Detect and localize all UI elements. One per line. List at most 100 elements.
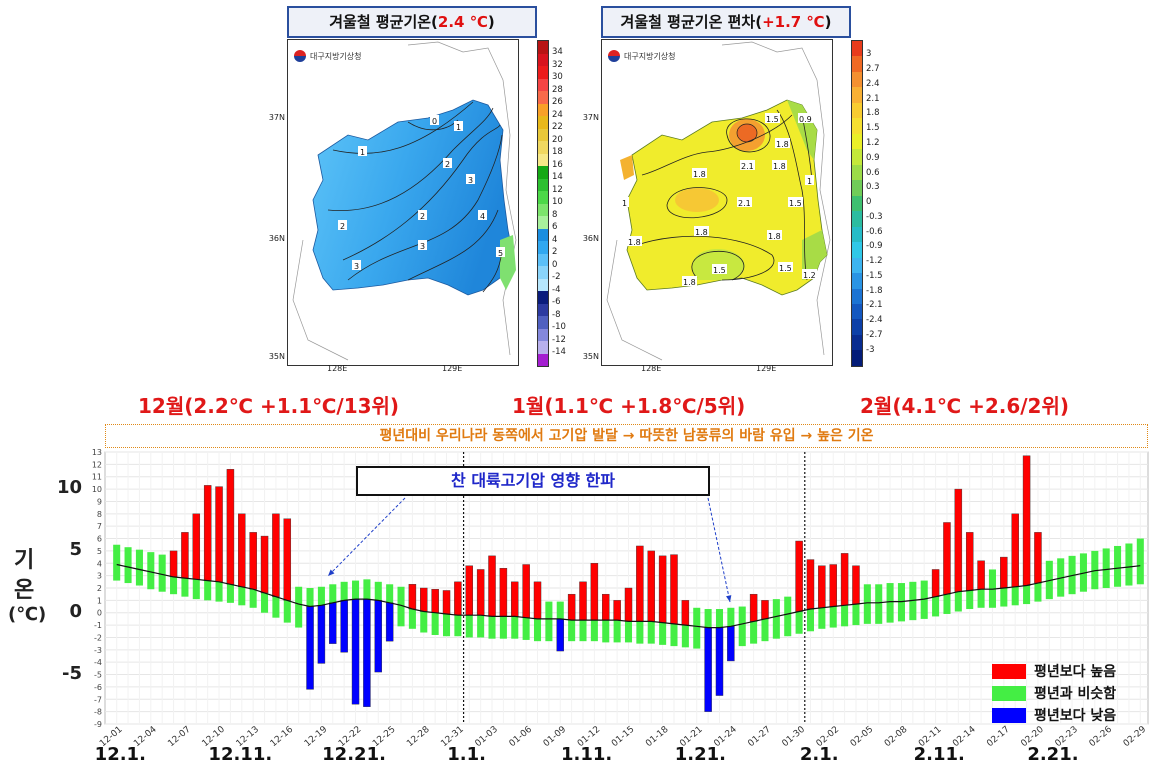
colorbar-label: -10: [552, 322, 566, 333]
y-minor-tick-label: -3: [94, 646, 102, 655]
legend-item-above: 평년보다 높음: [992, 660, 1116, 682]
colorbar-swatch: [538, 128, 548, 141]
normal-band-bar: [147, 552, 155, 590]
normal-band-bar: [841, 586, 849, 627]
colorbar-temp-anomaly: [851, 40, 863, 367]
normal-band-bar: [852, 585, 860, 626]
map-panel-mean-temp: 겨울철 평균기온(2.4 ℃) 대구지방기상청: [269, 6, 587, 373]
x-minor-tick-label: 02-29: [1122, 724, 1149, 749]
colorbar-swatch: [538, 178, 548, 191]
contour-label: 2.1: [738, 199, 751, 208]
normal-band-bar: [613, 604, 621, 643]
normal-band-bar: [215, 565, 223, 602]
normal-band-bar: [249, 574, 257, 608]
colorbar-swatch: [852, 288, 862, 304]
legend-label-similar: 평년과 비슷함: [1034, 686, 1117, 702]
y-minor-tick-label: 2: [97, 584, 102, 593]
normal-band-bar: [659, 606, 667, 645]
kma-logo: 대구지방기상청: [608, 50, 676, 62]
org-name: 대구지방기상청: [310, 51, 362, 61]
colorbar-label: -1.8: [866, 285, 883, 296]
bar-below-normal: [715, 627, 724, 696]
colorbar-swatch: [852, 303, 862, 320]
map-title-temp-anomaly: 겨울철 평균기온 편차(+1.7 ℃): [601, 6, 851, 38]
bar-above-normal: [840, 553, 849, 606]
x-major-tick-label: 12.1.: [94, 744, 146, 765]
y-major-tick-label: -5: [62, 662, 82, 684]
bar-below-normal: [351, 598, 360, 705]
contour-label: 1.5: [713, 266, 726, 275]
bar-above-normal: [226, 469, 235, 585]
normal-band-bar: [545, 601, 553, 642]
normal-band-bar: [272, 580, 280, 618]
colorbar-label: 0.6: [866, 167, 880, 178]
colorbar-swatch: [852, 273, 862, 289]
colorbar-label: 1.5: [866, 123, 880, 134]
colorbar-label: 26: [552, 97, 563, 108]
y-axis-label-3: (℃): [8, 604, 47, 625]
colorbar-label: 28: [552, 84, 563, 95]
x-minor-tick-label: 12-28: [405, 724, 432, 749]
colorbar-swatch: [852, 180, 862, 196]
legend-swatch-similar: [992, 685, 1026, 701]
callout-arrow: [707, 497, 731, 603]
normal-band-bar: [1114, 545, 1122, 587]
normal-band-bar: [1136, 538, 1144, 585]
contour-label: 2: [420, 212, 425, 221]
colorbar-swatch: [538, 253, 548, 266]
normal-band-bar: [863, 584, 871, 624]
lat-label: 37N: [582, 113, 599, 122]
colorbar-label: -2.1: [866, 300, 883, 311]
bar-above-normal: [943, 522, 951, 595]
bar-above-normal: [795, 540, 803, 612]
bar-above-normal: [169, 550, 178, 578]
bar-above-normal: [806, 559, 815, 610]
x-minor-tick-label: 01-06: [508, 724, 535, 749]
lat-label: 37N: [268, 113, 285, 122]
colorbar-swatch: [852, 195, 862, 212]
normal-band-bar: [693, 607, 701, 649]
kma-logo-icon: [294, 50, 306, 62]
summary-banner-text: 평년대비 우리나라 동쪽에서 고기압 발달 → 따뜻한 남풍류의 바람 유입 →…: [379, 428, 874, 444]
normal-band-bar: [750, 604, 758, 644]
map-temp-anomaly: 대구지방기상청 1.5 0.9 1: [601, 39, 833, 366]
normal-band-bar: [226, 568, 234, 603]
colorbar-swatch: [538, 303, 548, 316]
bar-above-normal: [749, 593, 758, 622]
y-minor-tick-label: -4: [94, 658, 102, 667]
colorbar-label: -2: [552, 272, 561, 283]
normal-band-bar: [533, 601, 542, 642]
colorbar-swatch: [852, 102, 862, 119]
contour-label: 1.2: [803, 271, 816, 280]
colorbar-swatch: [852, 87, 862, 103]
contour-label: 1: [622, 199, 627, 208]
y-minor-tick-label: 11: [92, 473, 102, 482]
colorbar-swatch: [538, 203, 548, 216]
colorbar-label: -3: [866, 344, 875, 355]
y-minor-tick-label: 5: [97, 547, 102, 556]
colorbar-swatch: [538, 266, 548, 279]
normal-band-bar: [886, 583, 894, 623]
y-minor-tick-label: -7: [94, 695, 102, 704]
bar-above-normal: [954, 488, 963, 592]
colorbar-label: -1.5: [866, 270, 883, 281]
y-minor-tick-label: 6: [97, 535, 102, 544]
colorbar-label: 4: [552, 234, 558, 245]
y-minor-tick-label: 0: [97, 609, 102, 618]
colorbar-label: 22: [552, 122, 563, 133]
lon-label: 129E: [756, 364, 777, 373]
normal-band-bar: [124, 547, 132, 584]
normal-band-bar: [579, 602, 587, 642]
contour-label: 1: [456, 123, 461, 132]
colorbar-label: 0: [552, 259, 558, 270]
normal-band-bar: [135, 549, 143, 586]
x-major-tick-label: 2.11.: [913, 744, 965, 765]
colorbar-label: 10: [552, 197, 563, 208]
bar-above-normal: [454, 581, 462, 616]
normal-band-bar: [624, 604, 633, 643]
normal-band-bar: [1102, 548, 1110, 588]
colorbar-swatch: [852, 118, 862, 134]
colorbar-swatch: [852, 350, 862, 366]
x-minor-tick-label: 01-15: [610, 725, 636, 749]
colorbar-swatch: [538, 191, 548, 204]
